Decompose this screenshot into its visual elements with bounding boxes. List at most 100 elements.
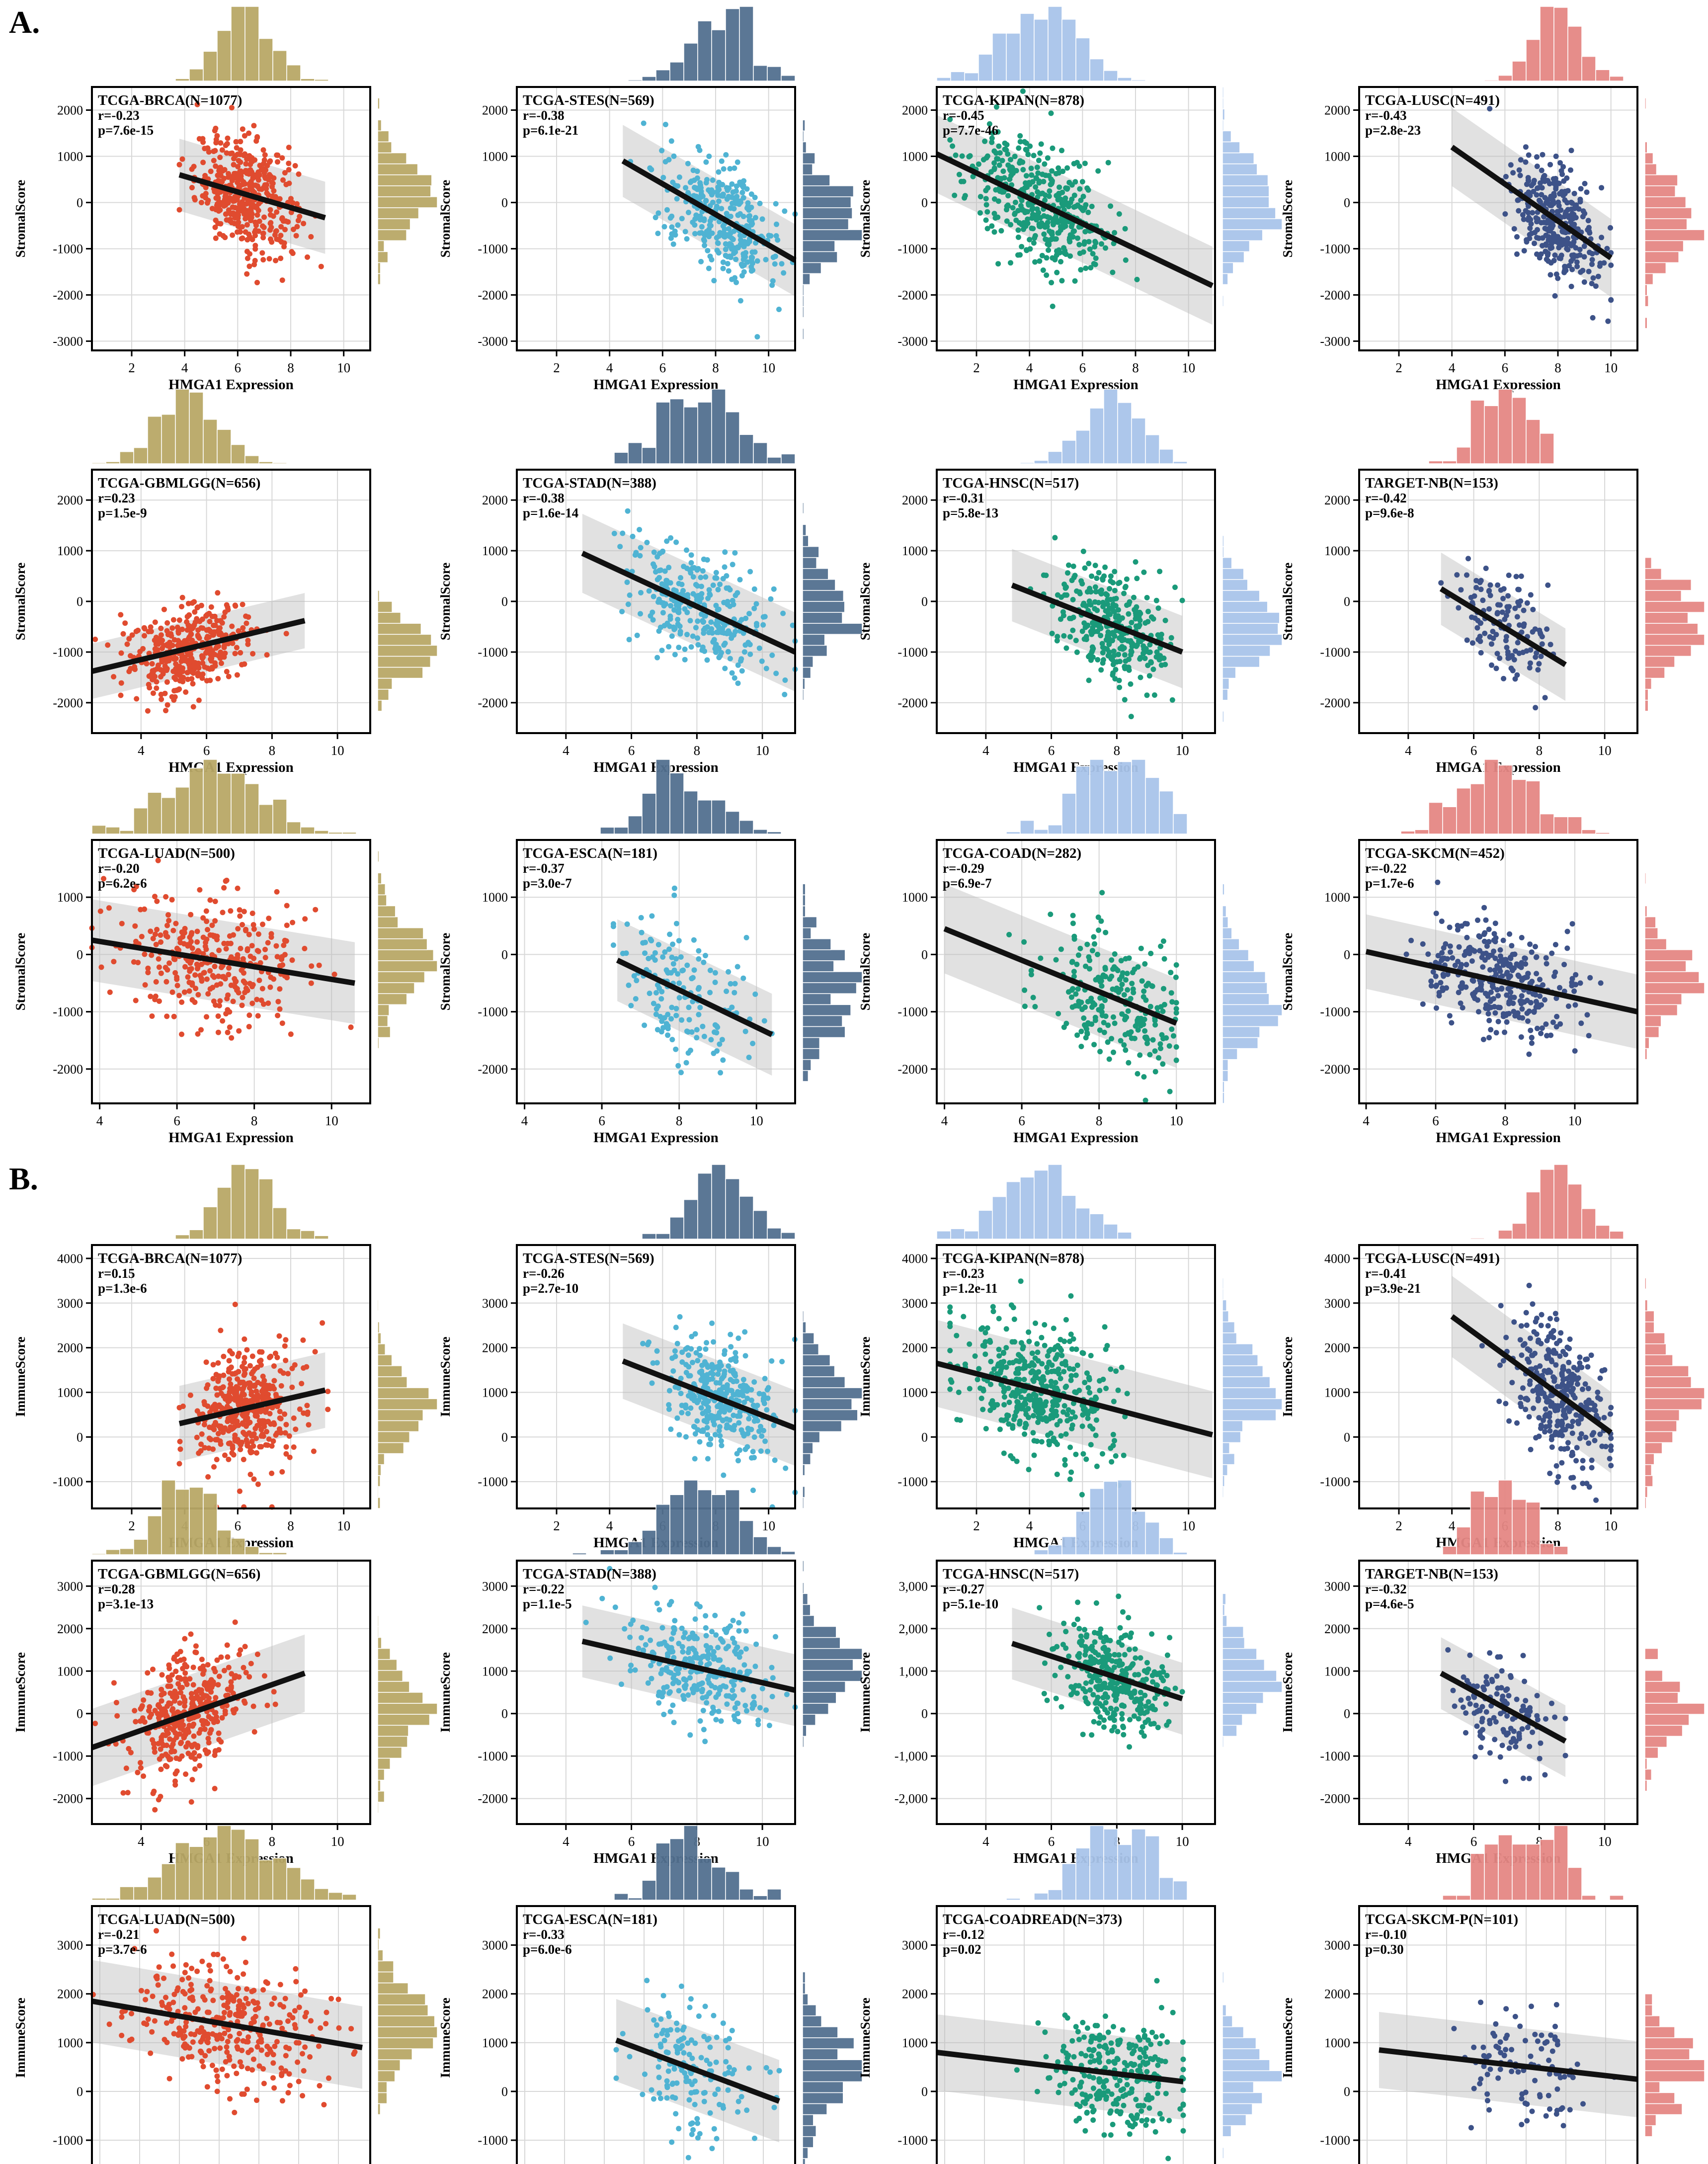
data-point — [227, 933, 233, 939]
data-point — [659, 581, 665, 587]
data-point — [158, 691, 164, 697]
histogram-bar — [377, 872, 382, 885]
data-point — [1133, 623, 1139, 629]
histogram-bar — [377, 700, 383, 712]
histogram-bar — [628, 442, 643, 464]
histogram-bar — [328, 832, 343, 834]
data-point — [159, 696, 164, 702]
data-point — [253, 138, 259, 144]
histogram-bar — [1644, 971, 1700, 983]
data-point — [292, 163, 298, 168]
data-point — [748, 204, 754, 210]
data-point — [1523, 961, 1529, 967]
histogram-bar — [802, 949, 846, 961]
data-point — [1103, 591, 1109, 597]
x-axis-label: HMGA1 Expression — [593, 377, 719, 393]
data-point — [1029, 215, 1035, 221]
data-point — [256, 186, 262, 192]
data-point — [266, 1386, 272, 1392]
data-point — [1524, 600, 1530, 606]
data-point — [617, 544, 623, 550]
y-tick-label: -1000 — [53, 242, 83, 256]
data-point — [180, 678, 186, 684]
data-point — [252, 1425, 258, 1431]
data-point — [189, 676, 195, 682]
data-point — [626, 637, 632, 643]
histogram-bar — [1644, 218, 1688, 230]
histogram-bar — [147, 792, 162, 834]
data-point — [211, 999, 217, 1004]
panel-title: TCGA-LUAD(N=500) — [98, 845, 235, 861]
histogram-bar — [725, 411, 740, 464]
data-point — [279, 216, 285, 222]
side-histogram — [1644, 872, 1705, 1060]
data-point — [1518, 573, 1524, 579]
data-point — [1121, 637, 1127, 643]
histogram-bar — [217, 429, 232, 464]
data-point — [1070, 920, 1076, 926]
histogram-bar — [1540, 6, 1554, 82]
data-point — [695, 635, 700, 641]
data-point — [1056, 191, 1062, 197]
histogram-bar — [1484, 80, 1499, 82]
data-point — [244, 170, 250, 176]
histogram-bar — [377, 240, 385, 252]
data-point — [1179, 597, 1185, 603]
data-point — [737, 577, 743, 583]
data-point — [299, 1381, 305, 1387]
data-point — [670, 241, 676, 247]
top-histogram — [1428, 389, 1554, 464]
data-point — [1598, 980, 1604, 986]
data-point — [1546, 235, 1552, 241]
data-point — [190, 670, 196, 676]
data-point — [716, 179, 722, 185]
data-point — [1160, 1061, 1166, 1067]
data-point — [1053, 957, 1059, 963]
data-point — [1050, 145, 1056, 151]
data-point — [1601, 260, 1607, 266]
data-point — [947, 116, 953, 122]
data-point — [681, 564, 687, 570]
data-point — [1099, 983, 1105, 989]
data-point — [1448, 949, 1453, 955]
data-point — [714, 248, 720, 253]
y-tick-label: -1000 — [478, 242, 508, 256]
data-point — [733, 188, 739, 194]
data-point — [260, 231, 266, 237]
histogram-bar — [628, 815, 643, 834]
data-point — [154, 685, 160, 691]
histogram-bar — [1222, 262, 1234, 274]
data-point — [1134, 276, 1140, 282]
histogram-bar — [1048, 825, 1062, 834]
histogram-bar — [802, 927, 812, 939]
data-point — [683, 185, 689, 191]
data-point — [252, 1394, 258, 1400]
histogram-bar — [1222, 883, 1225, 896]
data-point — [691, 967, 697, 973]
data-point — [1015, 234, 1021, 240]
data-point — [1083, 963, 1089, 969]
data-point — [1478, 586, 1484, 592]
data-point — [1129, 981, 1135, 987]
histogram-bar — [1222, 982, 1268, 994]
data-point — [1063, 251, 1069, 257]
data-point — [211, 629, 217, 635]
data-point — [695, 618, 701, 624]
data-point — [724, 989, 730, 994]
data-point — [704, 229, 710, 235]
histogram-bar — [1644, 938, 1667, 950]
data-point — [719, 206, 725, 212]
data-point — [715, 607, 721, 613]
data-point — [649, 166, 654, 172]
data-point — [150, 690, 156, 696]
data-point — [1544, 961, 1549, 967]
panel-title: TARGET-NB(N=153) — [1365, 475, 1498, 491]
histogram-bar — [1222, 916, 1229, 928]
data-point — [995, 214, 1001, 220]
histogram-bar — [1145, 777, 1160, 834]
histogram-bar — [1075, 430, 1090, 464]
data-point — [203, 191, 209, 196]
histogram-bar — [1222, 623, 1279, 635]
histogram-bar — [802, 546, 819, 558]
histogram-bar — [1595, 69, 1610, 82]
